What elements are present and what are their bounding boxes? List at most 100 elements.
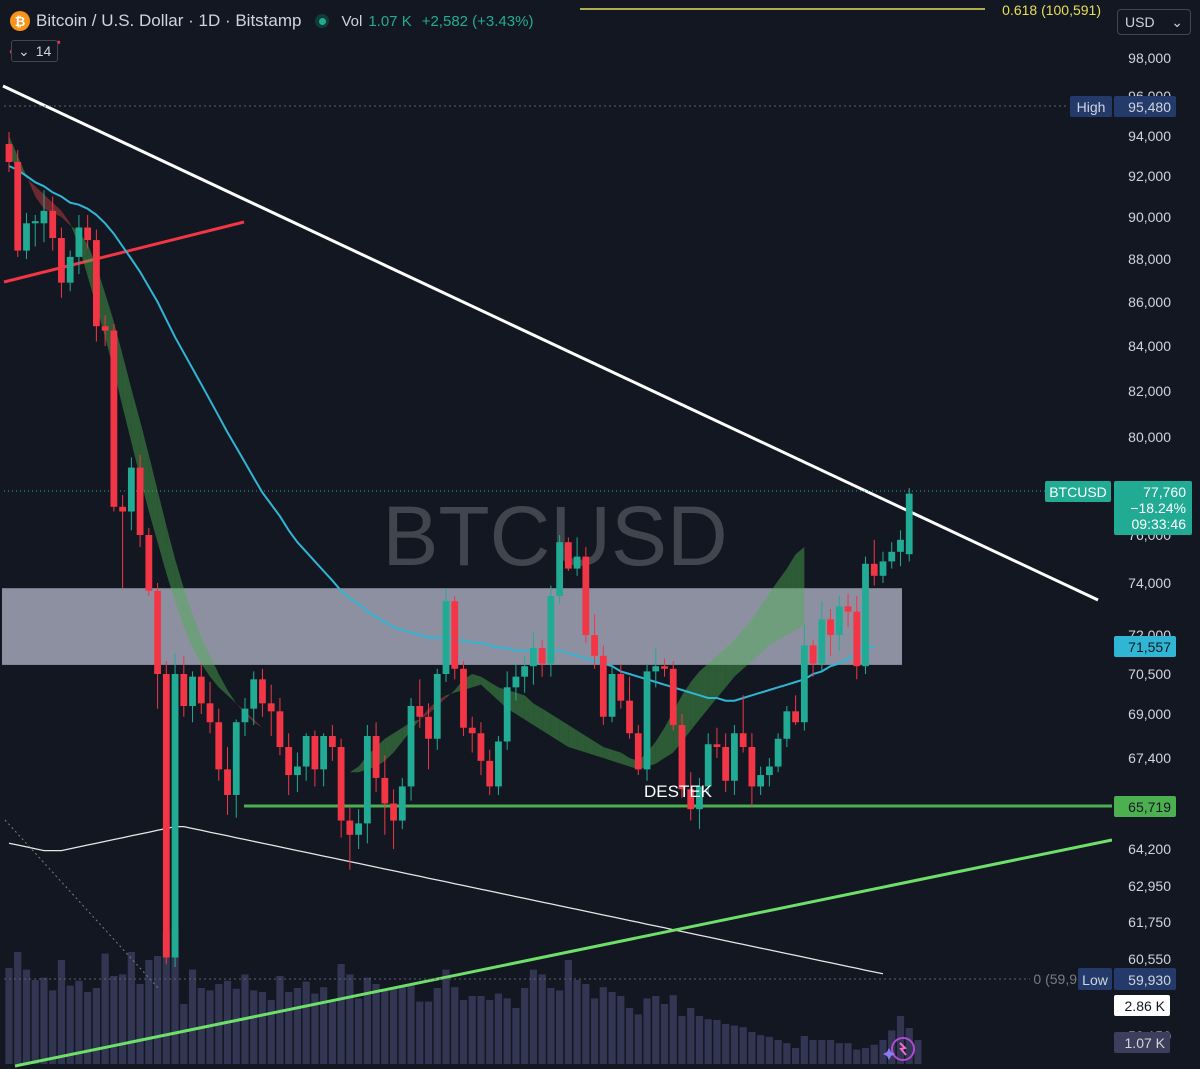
volume-bar [162,932,170,1064]
ema-value-text: 71,557 [1128,639,1171,655]
candle-body [905,493,913,555]
volume-bar [503,998,511,1064]
candle-body [398,786,406,821]
volume-bar [337,964,345,1064]
price-tick-label: 69,000 [1128,706,1171,722]
volume-bar [84,992,92,1064]
candle-body [547,596,555,664]
symbol-title[interactable]: Bitcoin / U.S. Dollar · 1D · Bitstamp [36,11,302,30]
candle-body [145,535,153,591]
vol-last-value-text: 1.07 K [1125,1035,1166,1051]
candle-body [451,601,459,669]
price-tick-label: 92,000 [1128,168,1171,184]
candle-body [862,563,869,667]
volume-bar [669,995,677,1064]
ma-cloud-segment [446,690,455,698]
volume-bar [730,1025,739,1064]
volume-bar [451,987,459,1064]
volume-bar [739,1027,747,1064]
candle-body [363,736,371,824]
candle-body [267,703,275,712]
volume-bar [355,998,363,1064]
candle-body [390,803,397,821]
ma-cloud-segment [131,388,141,478]
volume-bar [136,984,144,1064]
ma-cloud-segment [192,614,202,664]
volume-bar [188,969,197,1064]
ma-cloud-segment [183,588,193,648]
descending-trendline [2,84,1099,602]
volume-bar [879,1040,887,1064]
volume-bar [835,1043,843,1064]
volume-bar [293,988,302,1064]
volume-bar [197,988,205,1064]
candle-body [23,223,30,251]
candle-body [626,700,633,734]
ma-cloud-segment [786,554,796,635]
short-red-trendline [3,220,245,284]
candle-body [486,760,494,787]
support-value-text: 65,719 [1128,799,1171,815]
currency-label: USD [1125,14,1155,30]
volume-value: 1.07 K [368,12,412,30]
ma-cloud-segment [61,210,71,226]
candle-body [5,144,13,162]
candle-body [870,563,878,576]
volume-bar [660,1004,669,1064]
candle-countdown: 09:33:46 [1132,516,1187,532]
volume-bar [564,960,572,1064]
currency-dropdown[interactable]: USD ⌄ [1117,9,1191,35]
volume-label: Vol [341,12,363,30]
candle-body [241,708,249,723]
last-price-bg [1114,481,1192,535]
ma-cloud-segment [227,690,237,704]
candle-body [521,666,529,677]
high-value-bg [1114,96,1176,117]
candle-body [495,741,502,787]
last-symbol-tag-bg [1045,481,1111,502]
price-tick-label: 86,000 [1128,294,1171,310]
ma-cloud-segment [480,676,490,693]
ma-cloud-segment [725,640,735,688]
candle-body [739,733,747,747]
price-tick-label: 60,550 [1128,951,1171,967]
volume-bar [49,990,57,1064]
candle-body [294,766,301,776]
ma-cloud-segment [778,568,787,641]
market-open-icon [315,14,330,28]
candle-body [783,711,791,739]
price-tick-label: 61,750 [1128,914,1171,930]
candle-body [416,706,424,717]
volume-bar [722,1024,730,1064]
candle-body [84,227,92,241]
ma-cloud-segment [175,559,184,628]
ascending-trendline [14,838,1113,1068]
ma-cloud-segment [148,454,158,543]
candle-body [460,668,467,728]
volume-bar [599,987,607,1064]
candle-body [66,256,74,283]
ma-cloud-segment [690,671,700,731]
ma-cloud-segment [620,752,630,767]
volume-bar [521,988,529,1064]
volume-bar [757,1035,765,1064]
price-tick-label: 62,950 [1128,878,1171,894]
volume-bar [171,928,179,1064]
candle-body [197,676,205,704]
candle-body [643,671,651,770]
indicator-settings-button[interactable]: ⌄ 14 [11,40,59,62]
volume-bar [127,952,135,1064]
volume-bar [328,1001,336,1064]
volume-bar [695,1016,704,1064]
candle-body [31,221,39,224]
fib-dotted-line [4,819,161,991]
ma-cloud-segment [218,674,228,696]
price-axis-labels: 0.618 (100,591) High 95,480 BTCUSD 77,760−18… [883,2,1192,1061]
volume-bar [40,977,48,1064]
candle-body [713,744,721,747]
ma-cloud-segment [769,580,779,646]
volume-bar [75,980,83,1064]
candle-body [136,467,144,535]
ma-cloud-segment [708,655,717,709]
